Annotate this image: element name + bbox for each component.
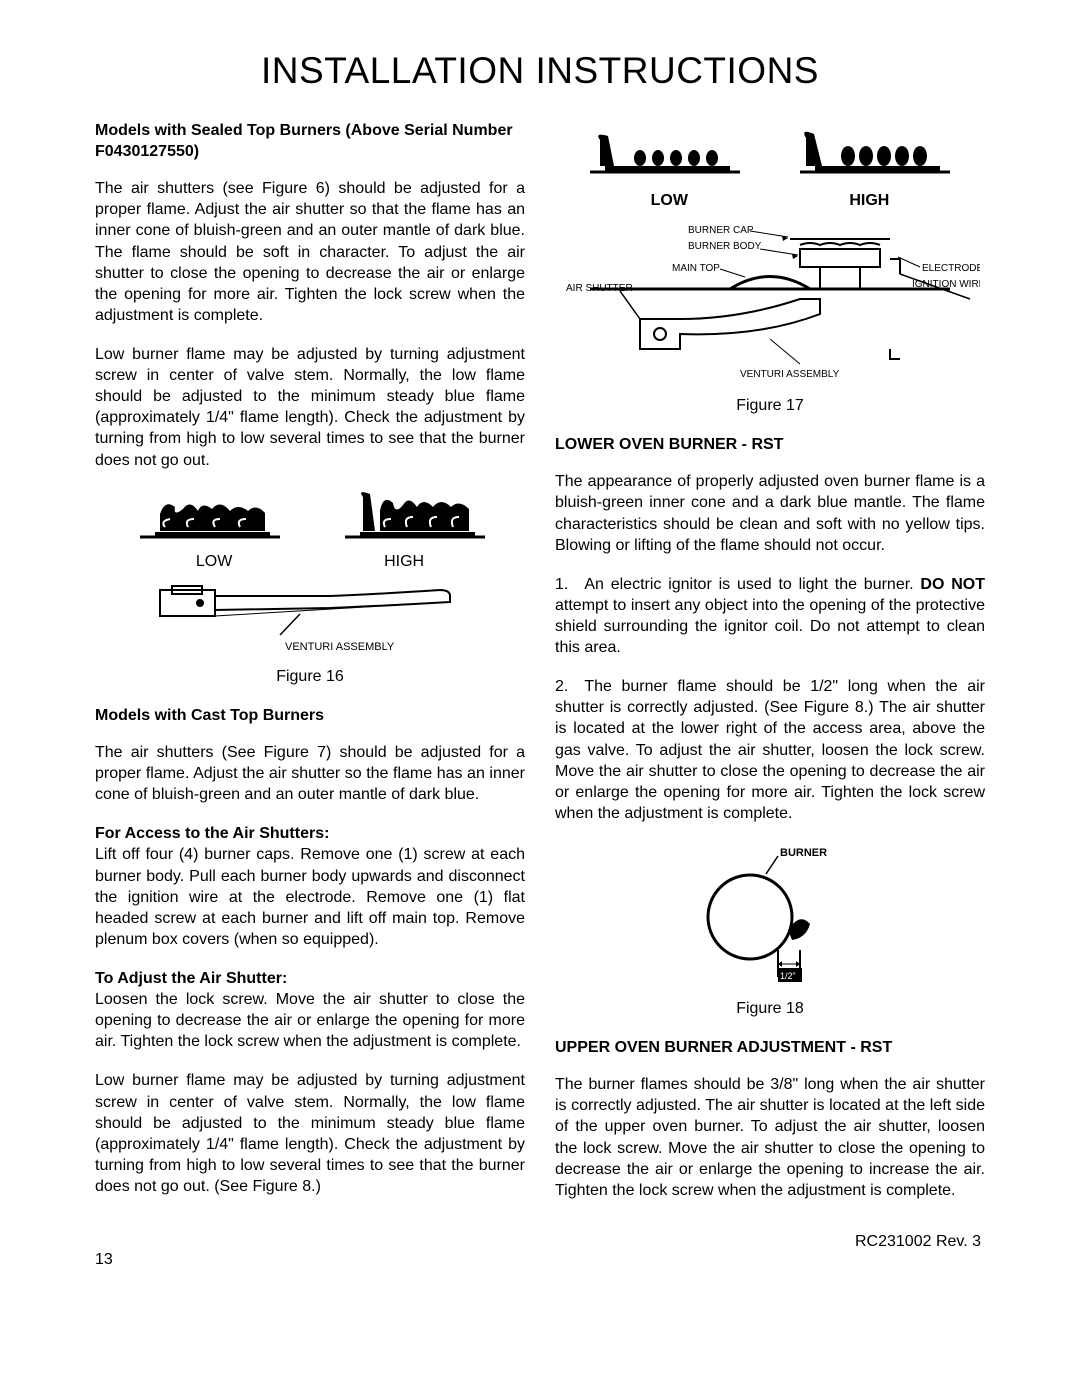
label-dimension: 1/2" <box>780 971 796 981</box>
para: 1. An electric ignitor is used to light … <box>555 574 985 658</box>
label-burner: BURNER <box>780 847 827 859</box>
para: 2. The burner flame should be 1/2" long … <box>555 676 985 824</box>
text: 1. An electric ignitor is used to light … <box>555 576 920 593</box>
page-title: INSTALLATION INSTRUCTIONS <box>95 50 985 92</box>
figure-16-labels: LOW HIGH <box>120 551 500 572</box>
text: attempt to insert any object into the op… <box>555 597 985 656</box>
figure-16-venturi: VENTURI ASSEMBLY <box>150 580 470 660</box>
label-venturi: VENTURI ASSEMBLY <box>740 369 840 380</box>
figure-18: BURNER 1/2" <box>670 842 870 992</box>
para: The burner flames should be 3/8" long wh… <box>555 1074 985 1201</box>
label-high: HIGH <box>849 190 889 211</box>
heading-upper-oven: UPPER OVEN BURNER ADJUSTMENT - RST <box>555 1037 985 1058</box>
label-low: LOW <box>651 190 688 211</box>
para: Low burner flame may be adjusted by turn… <box>95 344 525 471</box>
para: Low burner flame may be adjusted by turn… <box>95 1070 525 1197</box>
label-low: LOW <box>196 551 232 572</box>
para: The appearance of properly adjusted oven… <box>555 471 985 555</box>
figure-17-flame-labels: LOW HIGH <box>570 190 970 211</box>
figure-18-caption: Figure 18 <box>555 998 985 1019</box>
label-electrode: ELECTRODE <box>922 263 980 274</box>
heading-adjust-shutter: To Adjust the Air Shutter: <box>95 968 525 989</box>
figure-17-caption: Figure 17 <box>555 395 985 416</box>
figure-17-flames <box>570 128 970 188</box>
para: The air shutters (See Figure 7) should b… <box>95 742 525 805</box>
label-ignition-wire: IGNITION WIRE <box>912 279 980 290</box>
footer: RC231002 Rev. 3 13 <box>95 1227 985 1269</box>
para: The air shutters (see Figure 6) should b… <box>95 178 525 326</box>
label-burner-cap: BURNER CAP <box>688 225 754 236</box>
left-column: Models with Sealed Top Burners (Above Se… <box>95 120 525 1215</box>
figure-16-flames <box>120 489 500 549</box>
label-high: HIGH <box>384 551 424 572</box>
label-main-top: MAIN TOP <box>672 263 720 274</box>
figure-17-burner: BURNER CAP BURNER BODY MAIN TOP AIR SHUT… <box>560 219 980 389</box>
para: Lift off four (4) burner caps. Remove on… <box>95 844 525 950</box>
para: Loosen the lock screw. Move the air shut… <box>95 989 525 1052</box>
heading-lower-oven: LOWER OVEN BURNER - RST <box>555 434 985 455</box>
figure-16-caption: Figure 16 <box>95 666 525 687</box>
label-air-shutter: AIR SHUTTER <box>566 283 633 294</box>
footer-doc: RC231002 Rev. 3 <box>855 1233 981 1251</box>
columns: Models with Sealed Top Burners (Above Se… <box>95 120 985 1215</box>
label-venturi: VENTURI ASSEMBLY <box>285 641 395 653</box>
footer-page: 13 <box>95 1251 985 1269</box>
right-column: LOW HIGH <box>555 120 985 1215</box>
heading-cast-burners: Models with Cast Top Burners <box>95 705 525 726</box>
heading-sealed-burners: Models with Sealed Top Burners (Above Se… <box>95 120 525 162</box>
heading-access-shutters: For Access to the Air Shutters: <box>95 823 525 844</box>
label-burner-body: BURNER BODY <box>688 241 762 252</box>
text-bold: DO NOT <box>920 576 985 593</box>
